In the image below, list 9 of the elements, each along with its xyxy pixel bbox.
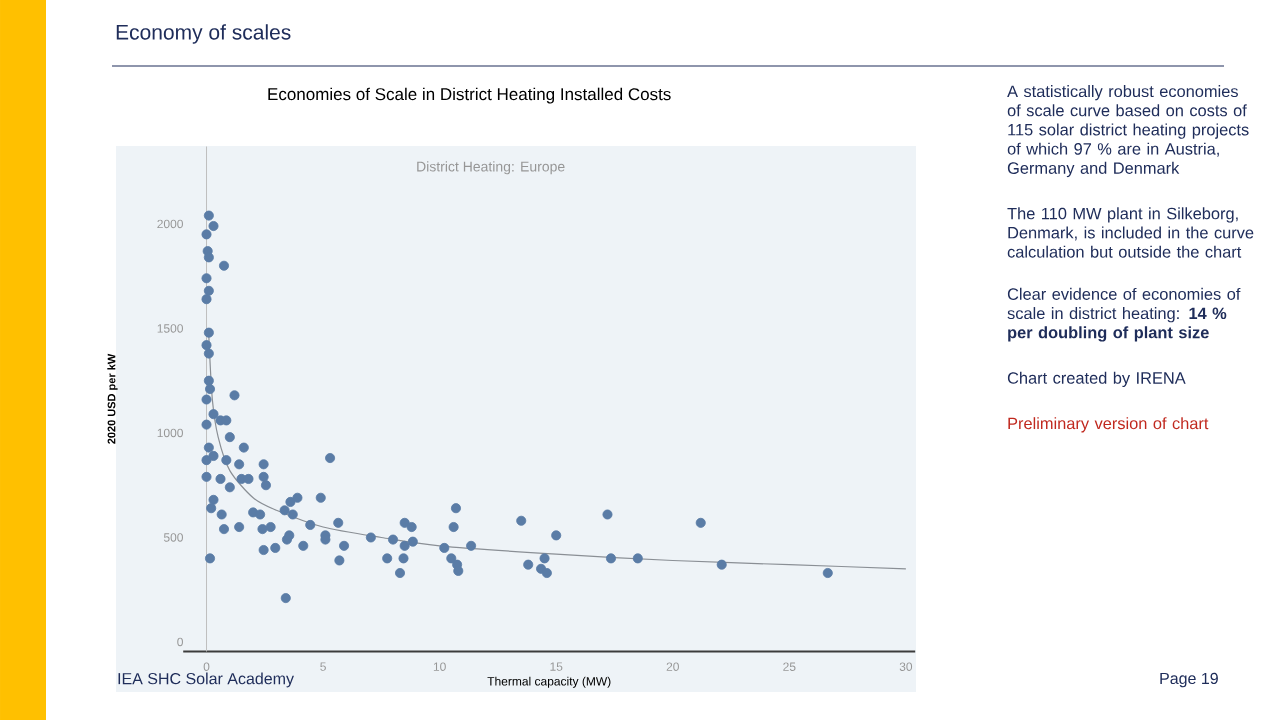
text: Chart created by IRENA	[1007, 371, 1186, 388]
text: Clear evidence of economies of scale in district heating: 14 % per doubling of plant size	[1007, 287, 1241, 342]
chart-title: Economies of Scale in District Heating Installed Costs	[268, 87, 671, 104]
text: The 110 MW plant in Silkeborg, Denmark, is included in the curve calculation but outside the chart	[1007, 207, 1254, 258]
text: A statistically robust economies of scale curve based on costs of 115 solar district heating projects of which 97 % are in Austria, Germany and Denmark	[1007, 85, 1249, 178]
text: Economy of scales	[116, 24, 291, 44]
text: Preliminary version of chart	[1008, 417, 1209, 433]
text: IEA SHC Solar Academy	[118, 672, 294, 688]
text: Page 19	[1160, 672, 1218, 688]
